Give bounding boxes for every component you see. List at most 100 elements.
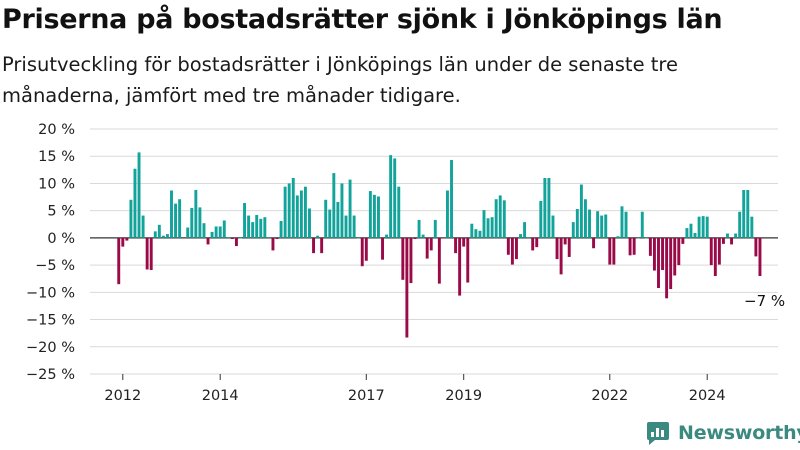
bar — [579, 184, 583, 238]
bar — [543, 178, 547, 238]
x-axis: 2012 2014 2017 2019 2022 2024 — [104, 374, 726, 404]
bar — [190, 207, 194, 238]
bar — [299, 190, 303, 238]
bar — [218, 226, 222, 238]
bar — [377, 196, 380, 238]
bar — [372, 194, 376, 238]
bar — [259, 218, 263, 238]
bar — [283, 186, 287, 238]
x-tick-label: 2019 — [445, 388, 482, 404]
bar — [539, 200, 543, 238]
bar — [364, 237, 368, 261]
bar — [673, 237, 677, 276]
chart-subtitle: Prisutveckling för bostadsrätter i Jönkö… — [2, 53, 678, 107]
bar — [287, 183, 291, 238]
bar — [255, 215, 259, 238]
bar — [758, 237, 762, 276]
bar — [535, 237, 539, 248]
bar — [429, 237, 433, 251]
bar — [421, 234, 425, 238]
bar — [243, 203, 247, 238]
bar — [628, 237, 632, 256]
bar — [567, 237, 571, 257]
bar — [360, 237, 364, 267]
bar — [275, 237, 279, 239]
bar — [137, 152, 141, 238]
bar — [555, 237, 559, 260]
bar — [174, 203, 178, 238]
bar — [198, 207, 202, 238]
bar — [129, 199, 133, 238]
bar — [267, 237, 271, 238]
x-tick-label: 2017 — [348, 388, 385, 404]
bar — [141, 215, 145, 238]
bar — [348, 179, 352, 238]
newsworthy-logo-text: Newsworthy — [678, 422, 800, 444]
bar — [157, 224, 161, 238]
bar — [652, 237, 656, 271]
x-tick-label: 2024 — [689, 388, 726, 404]
bar — [583, 199, 587, 238]
y-tick-label: 10 % — [38, 176, 75, 192]
bar — [291, 178, 295, 238]
bar — [713, 237, 717, 276]
bar — [494, 199, 498, 238]
bar — [466, 237, 470, 283]
bar — [316, 235, 320, 238]
bar — [437, 237, 441, 284]
bar — [397, 186, 401, 238]
bar — [746, 189, 750, 238]
bar — [624, 211, 628, 238]
bar — [328, 209, 332, 238]
bar — [742, 189, 746, 238]
bar — [571, 222, 575, 238]
bar — [632, 237, 636, 255]
bar — [596, 211, 600, 238]
bar — [608, 237, 612, 265]
bar — [612, 237, 616, 265]
bar — [551, 215, 555, 238]
bar — [230, 237, 234, 239]
bar — [352, 215, 356, 238]
bar — [454, 237, 458, 254]
y-tick-label: −25 % — [26, 367, 75, 383]
x-tick-label: 2012 — [104, 388, 141, 404]
bar — [389, 155, 393, 238]
bar — [441, 237, 445, 239]
bar — [462, 237, 466, 247]
bar — [153, 231, 157, 238]
bar — [721, 237, 725, 244]
bar — [182, 237, 186, 239]
bar — [413, 237, 417, 239]
y-axis: 20 % 15 % 10 % 5 % 0 % −5 % −10 % −15 % −20 % −25… — [26, 122, 75, 383]
bar — [506, 237, 510, 255]
bar — [433, 219, 437, 238]
bar — [303, 186, 307, 238]
y-tick-label: 0 % — [47, 231, 75, 247]
bar — [510, 237, 514, 265]
bar — [636, 237, 640, 239]
bar — [320, 237, 324, 254]
bar — [344, 215, 348, 238]
bar — [750, 216, 754, 238]
bar — [356, 237, 360, 239]
bar — [214, 226, 218, 238]
bar — [178, 199, 182, 238]
y-tick-label: 20 % — [38, 122, 75, 138]
bar — [531, 237, 535, 251]
bar — [202, 223, 206, 238]
bar — [588, 209, 591, 238]
y-tick-label: −10 % — [26, 285, 75, 301]
bar — [117, 237, 121, 285]
bar — [393, 158, 397, 238]
bar — [600, 215, 604, 238]
bar — [121, 237, 125, 247]
bar — [498, 195, 502, 238]
bar — [161, 235, 165, 238]
bar — [754, 237, 758, 257]
bar — [222, 220, 226, 238]
bar — [125, 237, 129, 241]
bar — [186, 227, 190, 238]
